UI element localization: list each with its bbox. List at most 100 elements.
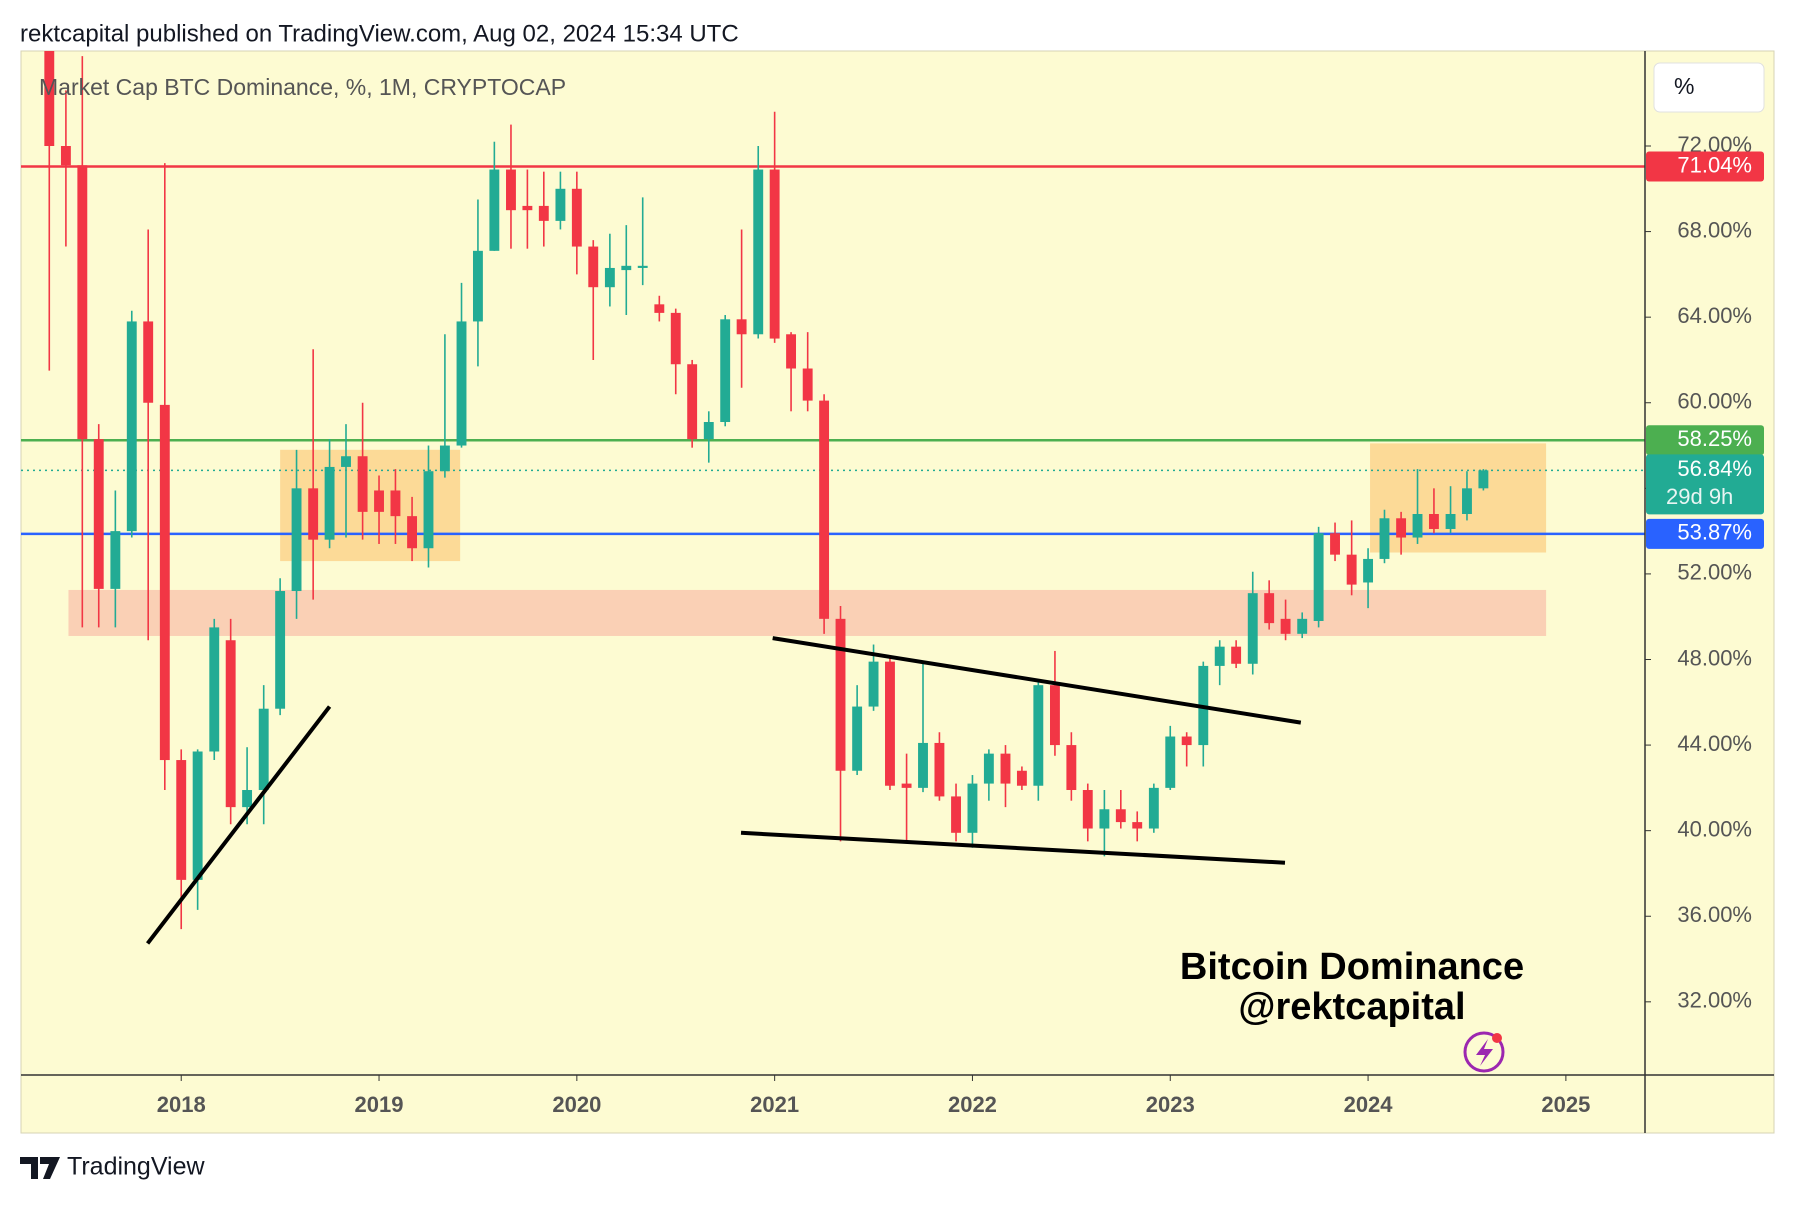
watermark-title: Bitcoin Dominance bbox=[1180, 946, 1524, 988]
candle-body bbox=[1313, 533, 1324, 621]
scale-button[interactable]: % bbox=[1653, 62, 1765, 113]
y-tick-label: 44.00% bbox=[1677, 731, 1752, 756]
candle-body bbox=[390, 490, 401, 517]
last-price-label: 56.84% bbox=[1677, 456, 1752, 481]
candle-body bbox=[258, 708, 269, 791]
candle-body bbox=[786, 334, 797, 369]
trend-line bbox=[740, 830, 1286, 865]
candle-body bbox=[1099, 809, 1110, 829]
level-tag-label: 71.04% bbox=[1677, 152, 1752, 177]
candle-body bbox=[1280, 618, 1291, 634]
candle-body bbox=[1363, 558, 1374, 583]
candle-body bbox=[571, 188, 582, 247]
candle-body bbox=[983, 753, 994, 784]
candle-body bbox=[407, 516, 418, 549]
candle-body bbox=[275, 591, 286, 709]
candle-body bbox=[1082, 790, 1093, 829]
candle-body bbox=[720, 319, 731, 423]
candle-body bbox=[637, 265, 648, 268]
candle-body bbox=[209, 627, 220, 752]
candle-body bbox=[967, 783, 978, 833]
series-legend: Market Cap BTC Dominance, %, 1M, CRYPTOC… bbox=[39, 74, 566, 100]
candle-body bbox=[604, 267, 615, 288]
level-tag bbox=[1646, 425, 1764, 456]
candle-body bbox=[472, 250, 483, 322]
candle-body bbox=[654, 304, 665, 313]
x-tick-label: 2023 bbox=[1146, 1092, 1195, 1117]
footer-brand: TradingView bbox=[67, 1153, 206, 1181]
candle-body bbox=[44, 51, 55, 146]
candle-body bbox=[506, 169, 516, 211]
candle-body bbox=[456, 321, 467, 446]
y-tick-label: 68.00% bbox=[1677, 217, 1752, 242]
candle-body bbox=[835, 618, 846, 771]
candle-body bbox=[1231, 646, 1242, 664]
candle-body bbox=[489, 169, 500, 251]
candle-body bbox=[176, 760, 187, 880]
candle-body bbox=[374, 490, 384, 512]
candle-body bbox=[687, 364, 698, 440]
candle-body bbox=[753, 169, 764, 335]
publish-header: rektcapital published on TradingView.com… bbox=[20, 20, 739, 47]
candle-body bbox=[819, 400, 830, 619]
candle-body bbox=[60, 145, 71, 166]
candle-body bbox=[93, 439, 104, 589]
candle-body bbox=[439, 445, 450, 472]
last-price-tag bbox=[1646, 454, 1764, 515]
candle-body bbox=[242, 790, 253, 808]
level-tag-label: 58.25% bbox=[1677, 426, 1752, 451]
y-tick-label: 48.00% bbox=[1677, 645, 1752, 670]
candle-body bbox=[1412, 514, 1423, 538]
candle-body bbox=[110, 531, 121, 589]
x-tick-label: 2021 bbox=[750, 1092, 799, 1117]
plot-area bbox=[21, 51, 1645, 945]
candle-body bbox=[1066, 745, 1077, 791]
y-tick-label: 36.00% bbox=[1677, 902, 1752, 927]
candle-body bbox=[1000, 753, 1011, 784]
candle-body bbox=[1214, 646, 1225, 666]
level-tag-label: 53.87% bbox=[1677, 520, 1752, 545]
level-tag bbox=[1646, 518, 1764, 549]
candle-body bbox=[1396, 518, 1407, 538]
candle-body bbox=[588, 246, 599, 288]
candle-body bbox=[1478, 470, 1489, 489]
candle-body bbox=[1445, 514, 1456, 529]
candle-body bbox=[1428, 514, 1439, 529]
candle-body bbox=[1379, 518, 1390, 559]
candle-body bbox=[1462, 488, 1472, 515]
candle-body bbox=[555, 188, 566, 221]
candle-body bbox=[192, 751, 203, 880]
bolt-icon bbox=[1463, 1031, 1505, 1073]
x-tick-label: 2022 bbox=[948, 1092, 997, 1117]
candle-body bbox=[868, 661, 879, 707]
scale-button-label[interactable]: % bbox=[1674, 73, 1694, 99]
x-tick-label: 2025 bbox=[1541, 1092, 1590, 1117]
candle-body bbox=[885, 661, 895, 786]
candle-body bbox=[77, 165, 88, 440]
candle-body bbox=[126, 321, 137, 532]
candle-body bbox=[769, 169, 780, 339]
candle-body bbox=[1049, 685, 1060, 746]
y-tick-label: 32.00% bbox=[1677, 988, 1752, 1013]
candle-body bbox=[918, 742, 928, 788]
candle-body bbox=[522, 205, 533, 211]
y-tick-label: 64.00% bbox=[1677, 303, 1752, 328]
candle-body bbox=[852, 706, 863, 771]
candle-body bbox=[1297, 618, 1308, 634]
candle-body bbox=[1330, 533, 1340, 555]
candle-body bbox=[143, 321, 154, 403]
candle-body bbox=[1115, 809, 1126, 823]
candle-body bbox=[670, 312, 681, 365]
y-tick-label: 52.00% bbox=[1677, 560, 1752, 585]
x-tick-label: 2020 bbox=[552, 1092, 601, 1117]
candle-body bbox=[225, 640, 236, 808]
candle-body bbox=[901, 783, 912, 788]
candle-body bbox=[538, 205, 549, 221]
candle-body bbox=[357, 456, 368, 512]
scale-button-box[interactable] bbox=[1653, 62, 1765, 113]
trend-line bbox=[772, 636, 1302, 725]
candle-body bbox=[934, 742, 945, 797]
trend-line bbox=[146, 705, 332, 945]
candle-body bbox=[1181, 736, 1192, 746]
